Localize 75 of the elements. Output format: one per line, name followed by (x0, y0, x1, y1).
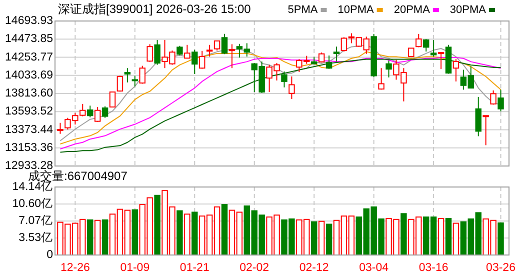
bar (184, 214, 190, 256)
y-tick-label: 7.07亿 (18, 214, 53, 228)
candlestick (102, 106, 108, 118)
bar (132, 209, 138, 256)
chart-title: 深证成指[399001] 2026-03-26 15:00 (58, 2, 252, 16)
x-tick-label: 01-21 (180, 262, 210, 274)
y-tick-label: 14033.69 (5, 69, 53, 82)
candlestick (184, 44, 190, 59)
candlestick (139, 65, 146, 84)
candlestick (57, 122, 64, 134)
x-tick-label: 02-02 (240, 262, 270, 274)
candlestick (228, 44, 236, 69)
x-tick-label: 02-12 (299, 262, 329, 274)
bar (310, 221, 318, 256)
x-tick-label: 03-26 (486, 262, 516, 274)
x-tick-label: 12-26 (60, 262, 90, 274)
bar (102, 219, 108, 256)
candlestick (221, 33, 228, 55)
legend-label: 30PMA (450, 4, 487, 16)
y-tick-label: 3.53亿 (18, 231, 53, 244)
candlestick (192, 49, 198, 75)
candlestick (475, 96, 482, 137)
candlestick (288, 76, 295, 100)
legend-label: 10PMA (338, 4, 374, 16)
candlestick (132, 75, 138, 87)
candlestick (490, 90, 496, 106)
bar (445, 218, 452, 256)
candlestick (416, 33, 422, 48)
candlestick (498, 89, 504, 112)
y-tick-label: 0 (46, 249, 53, 262)
candlestick (94, 106, 101, 122)
y-tick-label: 10.60亿 (12, 197, 53, 210)
candlestick (422, 38, 430, 52)
x-tick-label: 03-04 (359, 262, 390, 274)
candlestick (333, 46, 340, 62)
bar (94, 220, 101, 256)
candlestick (124, 68, 131, 83)
y-tick-label: 13153.36 (5, 142, 53, 154)
candlestick (146, 44, 153, 62)
bar (221, 204, 228, 256)
candlestick (452, 58, 460, 82)
candlestick (198, 50, 206, 70)
candlestick (438, 52, 444, 70)
bar (400, 213, 407, 256)
candlestick (86, 105, 94, 118)
y-tick-label: 14253.77 (5, 51, 53, 64)
bar (192, 212, 198, 256)
legend-label: 20PMA (394, 4, 431, 16)
bar (154, 194, 160, 256)
candlestick (378, 68, 384, 90)
y-tick-label: 13373.44 (5, 124, 54, 136)
candlestick (482, 115, 489, 146)
y-tick-label: 14693.93 (5, 15, 53, 28)
y-tick-label: 14473.85 (5, 33, 53, 46)
candlestick (109, 91, 116, 108)
bar (318, 220, 325, 256)
bar (498, 222, 504, 256)
y-tick-label: 13813.60 (5, 88, 53, 100)
candlestick (214, 40, 220, 52)
bar (86, 219, 94, 256)
y-tick-label: 13593.52 (5, 106, 53, 118)
candlestick (386, 60, 392, 78)
candlestick (176, 45, 183, 56)
legend-label: 5PMA (288, 4, 318, 16)
bar (176, 210, 183, 256)
candlestick (154, 39, 160, 66)
candlestick (206, 44, 213, 58)
bar (452, 222, 460, 256)
candlestick (281, 70, 288, 88)
candlestick (430, 39, 437, 58)
candlestick (326, 55, 332, 70)
x-tick-label: 03-16 (418, 262, 448, 274)
x-tick-label: 01-09 (120, 262, 150, 274)
bar (326, 224, 332, 256)
bar (438, 218, 444, 256)
